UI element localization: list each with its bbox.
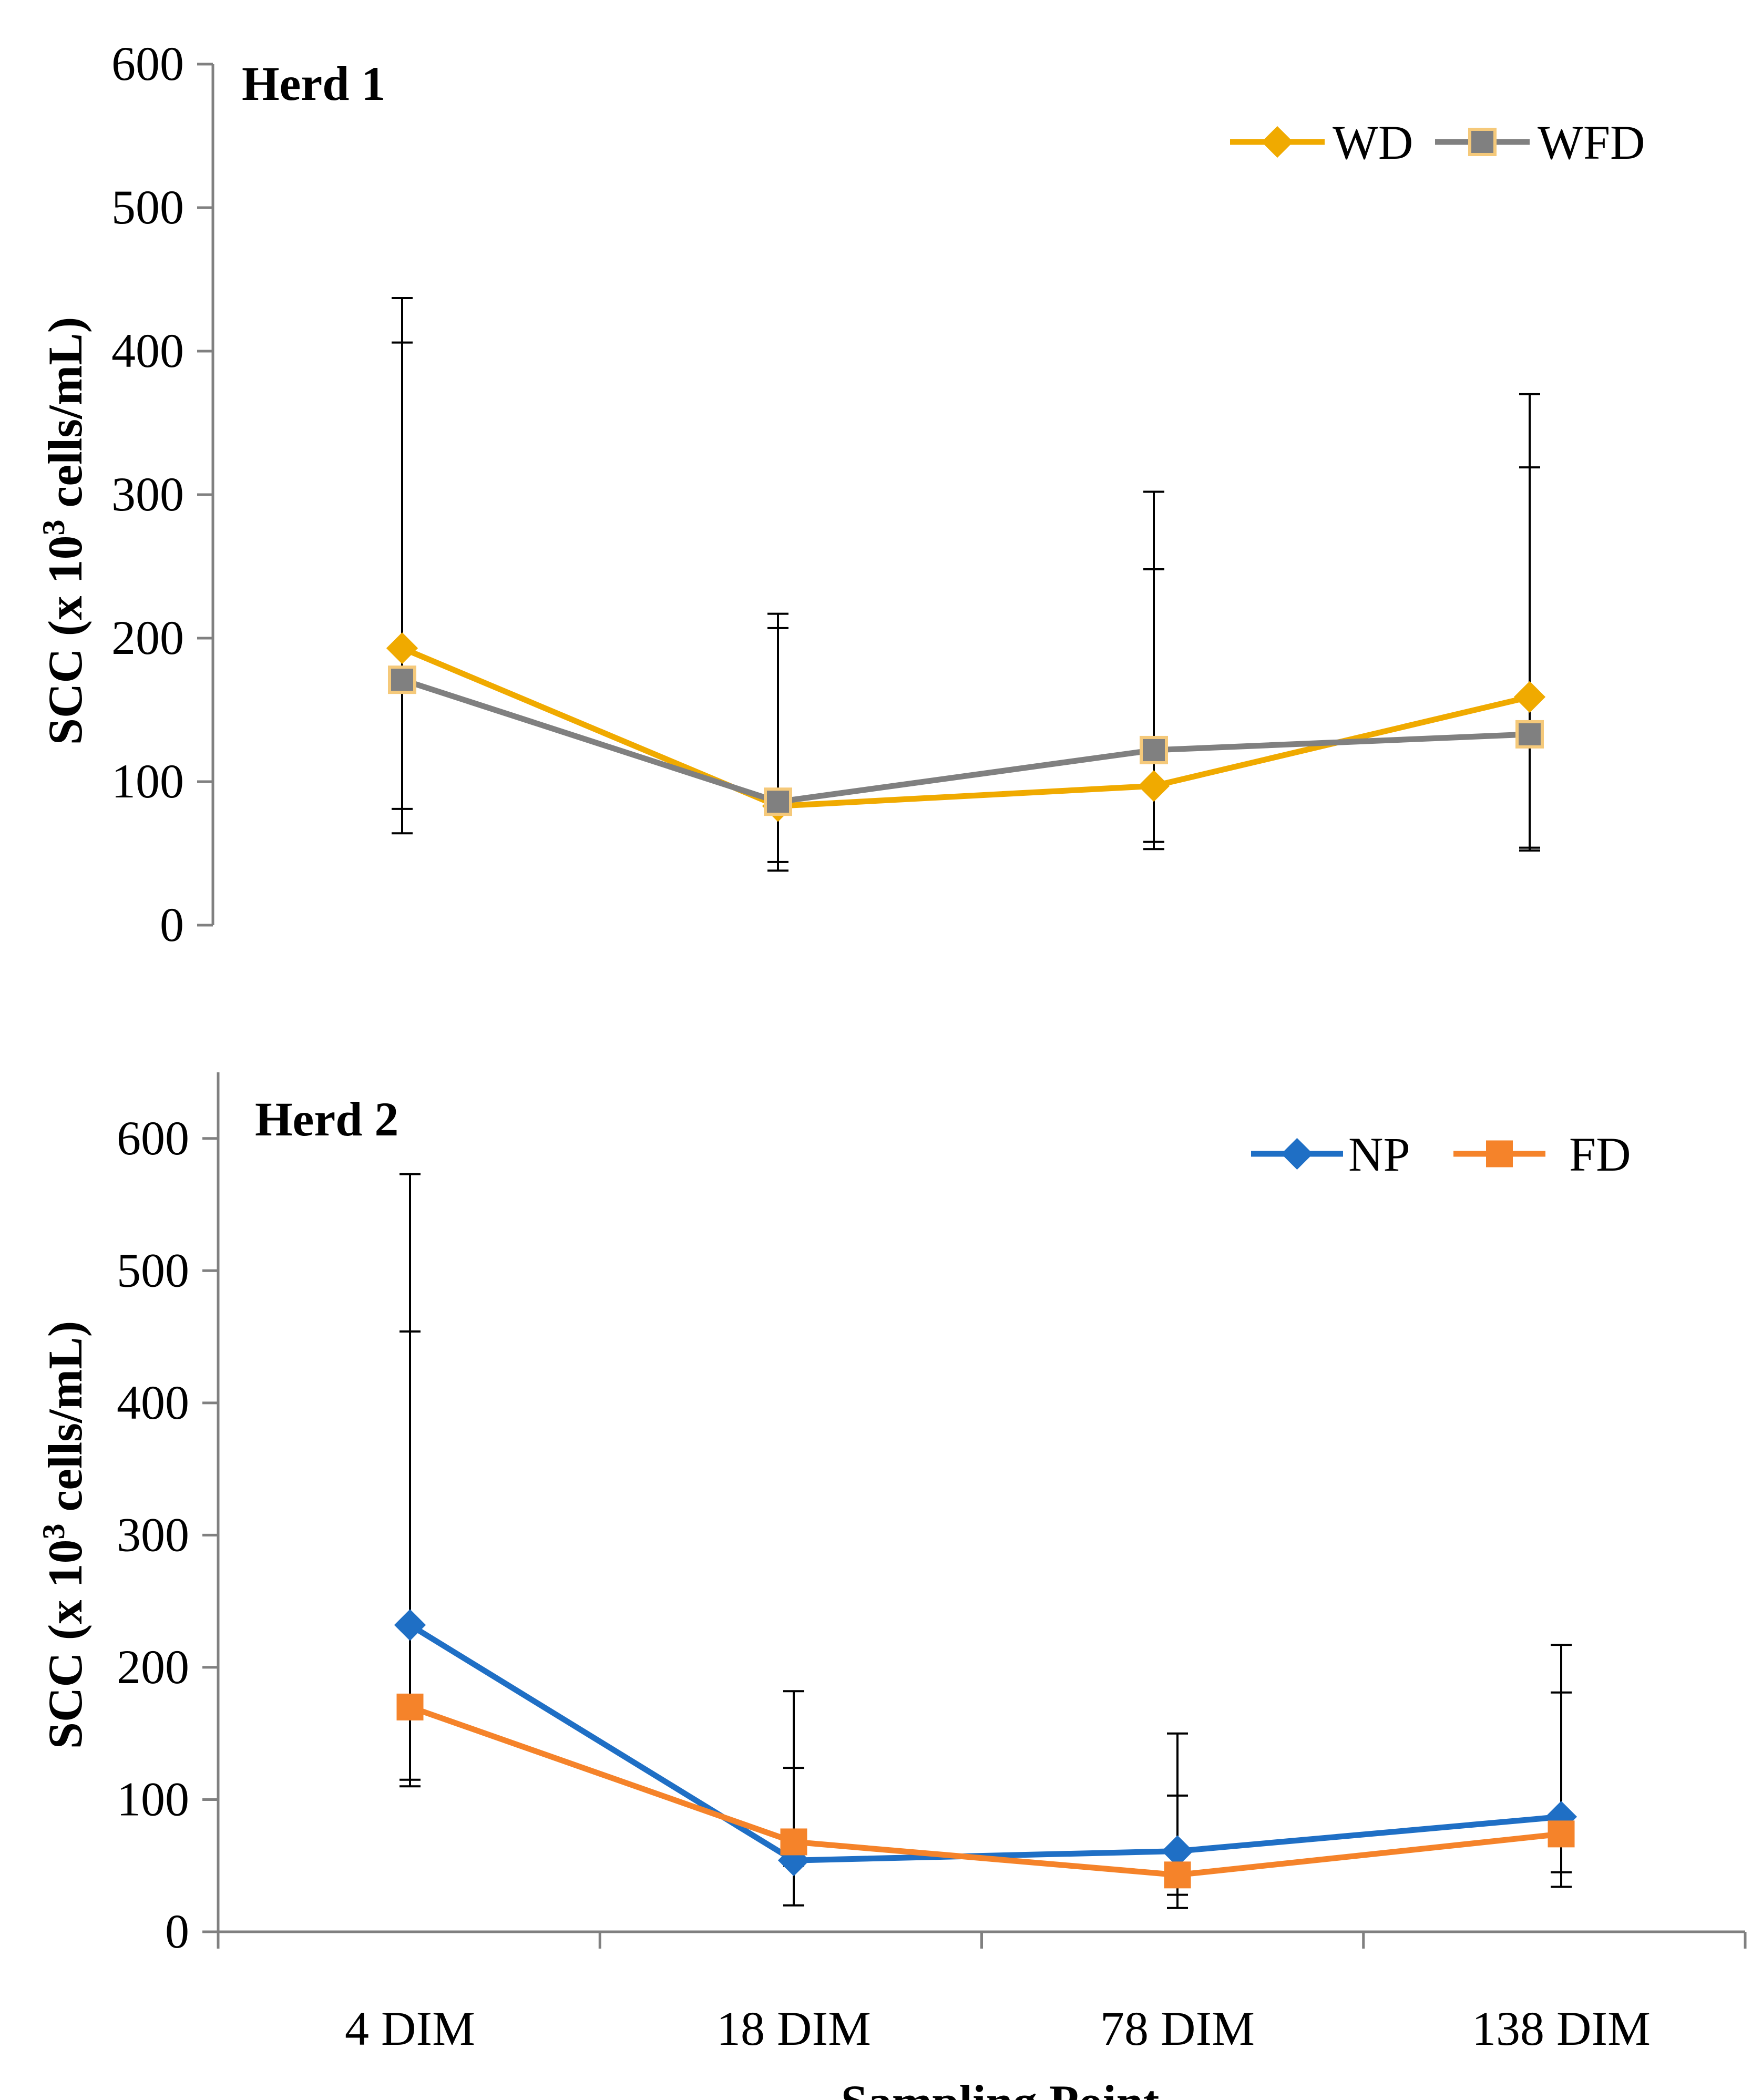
y-tick-label: 0 <box>160 898 184 951</box>
y-tick-label: 600 <box>111 37 184 90</box>
x-category-label: 138 DIM <box>1472 2002 1651 2055</box>
data-point-np <box>1161 1835 1194 1867</box>
y-tick-label: 200 <box>117 1640 189 1694</box>
y-axis-title-main: SCC (x 10 <box>38 536 92 745</box>
data-point-np <box>394 1609 426 1641</box>
data-point-fd <box>780 1828 807 1856</box>
data-point-fd <box>1164 1861 1191 1889</box>
data-point-wd <box>386 632 418 664</box>
series-line-wd <box>401 646 1531 809</box>
panel-label: Herd 2 <box>255 1092 398 1146</box>
data-point-fd <box>396 1693 424 1720</box>
y-axis-title: SCC (x 103 cells/mL) <box>36 317 92 745</box>
y-tick-label: 300 <box>117 1508 189 1561</box>
y-tick-label: 300 <box>111 467 184 521</box>
legend-marker-np <box>1281 1138 1313 1170</box>
legend-marker-wfd <box>1468 128 1497 156</box>
x-axis-title: Sampling Point <box>841 2075 1160 2100</box>
y-tick-label: 100 <box>111 754 184 808</box>
x-category-label: 18 DIM <box>716 2002 871 2055</box>
series-line-fd <box>409 1704 1562 1878</box>
y-axis-title-tail: cells/mL) <box>38 317 92 520</box>
legend-label-wd: WD <box>1333 116 1413 169</box>
y-tick-label: 500 <box>111 180 184 234</box>
x-category-label: 4 DIM <box>345 2002 475 2055</box>
legend-label-np: NP <box>1348 1128 1410 1181</box>
data-point-fd <box>1548 1820 1575 1848</box>
y-axis-title: SCC (x 103 cells/mL) <box>36 1321 92 1749</box>
herd1-panel: 0 100 200 300 400 500 600 SCC (x 103 cells/mL) H… <box>36 37 1645 951</box>
y-axis-title-superscript: 3 <box>36 1524 71 1540</box>
data-point-wfd <box>1140 735 1168 764</box>
herd2-panel: 0 100 200 300 400 500 600 4 DIM 18 DIM 78 DIM 138 … <box>36 1072 1747 2100</box>
data-point-wd <box>1138 770 1170 802</box>
legend-marker-fd <box>1486 1140 1513 1167</box>
data-point-wd <box>1513 681 1546 713</box>
data-point-wfd <box>1515 720 1544 749</box>
y-tick-label: 500 <box>117 1243 189 1297</box>
x-category-label: 78 DIM <box>1100 2002 1255 2055</box>
data-point-wfd <box>764 787 792 816</box>
legend-label-wfd: WFD <box>1538 116 1645 169</box>
legend-marker-wd <box>1261 126 1294 158</box>
y-tick-label: 400 <box>111 324 184 377</box>
y-axis-title-main: SCC (x 10 <box>38 1540 92 1749</box>
series-line-wfd <box>401 677 1530 805</box>
legend-label-fd: FD <box>1569 1128 1631 1181</box>
y-axis-title-tail: cells/mL) <box>38 1321 92 1524</box>
y-tick-label: 100 <box>117 1772 189 1826</box>
y-tick-label: 600 <box>117 1111 189 1165</box>
y-tick-label: 0 <box>165 1904 189 1958</box>
y-axis-title-superscript: 3 <box>36 520 71 536</box>
series-line-np <box>408 1622 1562 1863</box>
panel-label: Herd 1 <box>242 57 385 110</box>
data-point-wfd <box>388 665 416 694</box>
y-tick-label: 200 <box>111 611 184 664</box>
y-tick-label: 400 <box>117 1376 189 1429</box>
